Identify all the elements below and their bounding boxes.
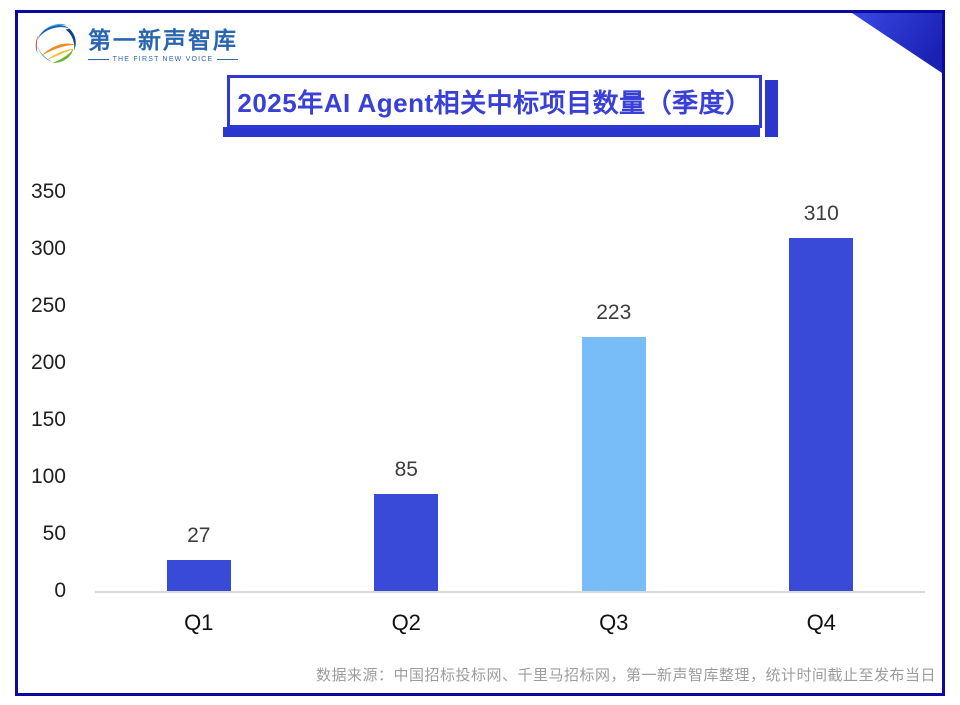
globe-logo-icon	[33, 20, 79, 71]
value-label-Q4: 310	[803, 201, 839, 225]
x-tick-Q2: Q2	[391, 610, 421, 635]
brand-name: 第一新声智库	[88, 26, 238, 53]
value-label-Q2: 85	[394, 458, 418, 482]
y-tick-0: 0	[54, 579, 66, 602]
bar-Q4	[789, 237, 854, 591]
bar-slot-Q4: 310	[718, 192, 926, 591]
value-label-Q3: 223	[596, 300, 632, 324]
title-shadow-right	[765, 80, 778, 137]
y-axis: 350 300 250 200 150 100 50 0	[0, 180, 66, 602]
title-box: 2025年AI Agent相关中标项目数量（季度）	[227, 75, 762, 128]
bar-Q2	[374, 494, 439, 591]
y-tick-250: 250	[30, 294, 66, 317]
x-axis: Q1 Q2 Q3 Q4	[95, 602, 925, 636]
x-tick-Q4: Q4	[806, 610, 836, 635]
bar-chart-plot: 27 85 223 310	[95, 192, 925, 593]
y-tick-350: 350	[30, 180, 66, 203]
page-title: 2025年AI Agent相关中标项目数量（季度）	[237, 88, 752, 118]
y-tick-200: 200	[30, 351, 66, 374]
x-tick-Q3: Q3	[599, 610, 629, 635]
bar-slot-Q2: 85	[303, 192, 511, 591]
y-tick-300: 300	[30, 237, 66, 260]
tagline-right-rule	[217, 59, 238, 61]
brand-logo: 第一新声智库 THE FIRST NEW VOICE	[33, 20, 238, 71]
brand-tagline: THE FIRST NEW VOICE	[88, 56, 238, 63]
y-tick-100: 100	[30, 465, 66, 488]
brand-tagline-text: THE FIRST NEW VOICE	[112, 56, 214, 64]
chart-title-box: 2025年AI Agent相关中标项目数量（季度）	[223, 75, 778, 137]
bar-Q1	[166, 560, 231, 591]
y-tick-150: 150	[30, 408, 66, 431]
y-tick-50: 50	[42, 522, 66, 545]
bar-slot-Q3: 223	[510, 192, 718, 591]
x-tick-Q1: Q1	[184, 610, 214, 635]
bar-Q3	[581, 336, 646, 591]
tagline-left-rule	[88, 59, 109, 61]
title-shadow-bottom	[223, 127, 760, 137]
value-label-Q1: 27	[187, 524, 211, 548]
data-source-note: 数据来源：中国招标投标网、千里马招标网，第一新声智库整理，统计时间截止至发布当日	[315, 667, 936, 684]
corner-triangle-decoration	[852, 13, 942, 73]
bar-slot-Q1: 27	[95, 192, 303, 591]
